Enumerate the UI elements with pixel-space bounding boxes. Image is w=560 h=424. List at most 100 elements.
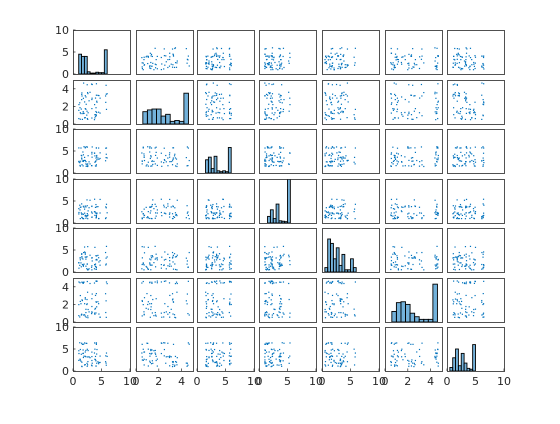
scatter-point	[407, 114, 409, 116]
scatter-point	[143, 311, 145, 313]
scatter-point	[216, 364, 219, 366]
scatter-point	[265, 66, 267, 68]
histogram-bar	[352, 267, 357, 272]
scatter-point	[481, 82, 483, 84]
scatter-point	[172, 364, 174, 366]
scatter-point	[271, 97, 273, 99]
axes-frame	[447, 327, 505, 372]
scatter-point	[161, 256, 163, 258]
scatter-point	[338, 311, 340, 314]
scatter-point	[264, 108, 266, 110]
scatter-point	[337, 101, 339, 103]
scatter-point	[165, 61, 167, 63]
scatter-point	[230, 355, 232, 357]
scatter-point	[91, 216, 93, 218]
scatter-point	[143, 264, 145, 266]
scatter-point	[275, 68, 277, 70]
scatter-point	[169, 316, 171, 318]
scatter-point	[474, 101, 476, 103]
scatter-point	[282, 147, 285, 149]
scatter-point	[82, 111, 84, 113]
scatter-point	[278, 364, 280, 366]
scatter-point	[150, 147, 153, 149]
scatter-point	[454, 83, 456, 85]
scatter-point	[265, 48, 267, 50]
scatter-point	[278, 294, 281, 297]
scatter-point	[79, 264, 81, 266]
scatter-point	[171, 48, 174, 50]
scatter-point	[281, 162, 283, 164]
scatter-point	[94, 117, 96, 119]
scatter-point	[216, 217, 218, 219]
scatter-point	[457, 261, 459, 263]
scatter-point	[268, 252, 270, 254]
scatter-point	[142, 147, 144, 149]
scatter-point	[223, 258, 226, 260]
x-tick-label: 0	[70, 375, 77, 388]
scatter-point	[212, 117, 214, 119]
scatter-point	[81, 164, 83, 166]
matrix-cell-r2-c5	[322, 80, 380, 125]
scatter-point	[408, 206, 410, 208]
scatter-point	[272, 352, 274, 355]
scatter-point	[393, 212, 395, 214]
scatter-point	[82, 205, 84, 207]
scatter-point	[79, 282, 81, 284]
scatter-point	[210, 56, 212, 58]
matrix-cell-r7-c6	[385, 327, 443, 372]
scatter-point	[211, 359, 214, 361]
scatter-point	[146, 342, 148, 344]
scatter-point	[163, 316, 165, 318]
scatter-point	[354, 163, 356, 165]
scatter-point	[169, 156, 171, 158]
scatter-point	[150, 67, 152, 70]
matrix-cell-r5-c2	[136, 228, 194, 273]
scatter-point	[459, 303, 461, 305]
scatter-point	[229, 256, 231, 258]
scatter-point	[271, 107, 273, 109]
scatter-point	[281, 342, 283, 344]
scatter-point	[215, 361, 217, 364]
scatter-point	[280, 256, 282, 258]
scatter-point	[217, 206, 219, 208]
scatter-point	[86, 263, 88, 265]
scatter-point	[165, 161, 167, 163]
histogram-bar	[391, 310, 397, 322]
y-tick-label: 2	[62, 100, 69, 113]
scatter-point	[91, 298, 93, 300]
scatter-point	[474, 210, 477, 213]
scatter-point	[481, 251, 483, 254]
scatter-point	[94, 294, 97, 297]
scatter-point	[93, 119, 96, 121]
scatter-point	[90, 83, 93, 85]
scatter-point	[169, 161, 171, 163]
scatter-point	[283, 66, 285, 69]
scatter-point	[468, 206, 470, 208]
scatter-point	[207, 95, 209, 97]
scatter-point	[268, 256, 270, 258]
scatter-point	[142, 69, 144, 71]
scatter-point	[435, 257, 437, 259]
scatter-point	[145, 206, 147, 208]
cell-content	[452, 245, 485, 271]
scatter-point	[483, 68, 485, 70]
scatter-point	[281, 316, 283, 318]
scatter-point	[461, 257, 464, 259]
scatter-point	[436, 361, 438, 363]
scatter-point	[329, 165, 331, 167]
scatter-point	[437, 62, 439, 64]
scatter-point	[265, 266, 267, 269]
scatter-point	[332, 280, 334, 283]
scatter-point	[215, 313, 218, 315]
scatter-point	[265, 268, 267, 270]
scatter-point	[454, 314, 456, 316]
scatter-point	[453, 157, 455, 159]
scatter-point	[266, 365, 268, 367]
scatter-point	[423, 165, 425, 168]
scatter-point	[390, 157, 392, 160]
scatter-point	[396, 160, 398, 162]
scatter-point	[456, 257, 459, 259]
scatter-point	[154, 212, 157, 214]
scatter-point	[324, 117, 326, 119]
scatter-point	[337, 112, 339, 114]
